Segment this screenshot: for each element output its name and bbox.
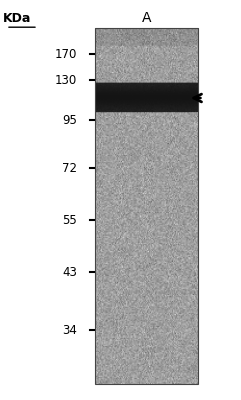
Text: 43: 43 xyxy=(62,266,77,278)
Text: 95: 95 xyxy=(62,114,77,126)
Text: 55: 55 xyxy=(62,214,77,226)
Text: 130: 130 xyxy=(55,74,77,86)
Text: 170: 170 xyxy=(54,48,77,60)
Text: A: A xyxy=(142,11,151,25)
Text: KDa: KDa xyxy=(2,12,31,24)
Bar xyxy=(94,28,199,384)
Text: 34: 34 xyxy=(62,324,77,336)
Text: 72: 72 xyxy=(62,162,77,174)
